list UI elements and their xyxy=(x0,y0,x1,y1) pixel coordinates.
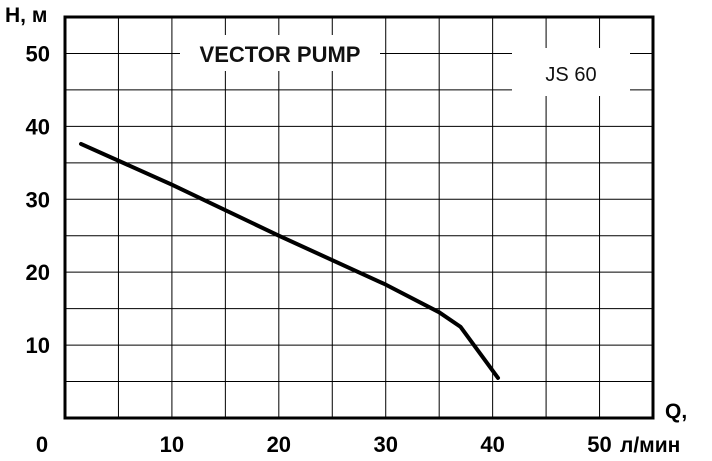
model-label: JS 60 xyxy=(545,64,596,86)
y-axis-label: H, м xyxy=(5,4,47,27)
chart-title: VECTOR PUMP xyxy=(200,42,361,67)
series-line xyxy=(79,141,500,380)
tick-labels: 10 20 30 40 50 10 20 30 40 50 xyxy=(26,41,612,457)
y-tick-label: 20 xyxy=(26,260,50,285)
x-tick-label: 50 xyxy=(587,432,611,457)
y-tick-label: 10 xyxy=(26,333,50,358)
x-tick-label: 10 xyxy=(160,432,184,457)
plot-frame xyxy=(63,15,655,420)
x-tick-label: 30 xyxy=(373,432,397,457)
x-tick-label: 40 xyxy=(480,432,504,457)
origin-label: 0 xyxy=(36,432,48,457)
x-tick-label: 20 xyxy=(267,432,291,457)
chart-title-background xyxy=(180,35,380,71)
x-axis-unit: л/мин xyxy=(620,434,680,457)
y-tick-label: 30 xyxy=(26,187,50,212)
x-axis-label: Q, xyxy=(665,400,687,423)
y-tick-label: 50 xyxy=(26,41,50,66)
model-label-background xyxy=(512,48,630,96)
y-tick-label: 40 xyxy=(26,114,50,139)
